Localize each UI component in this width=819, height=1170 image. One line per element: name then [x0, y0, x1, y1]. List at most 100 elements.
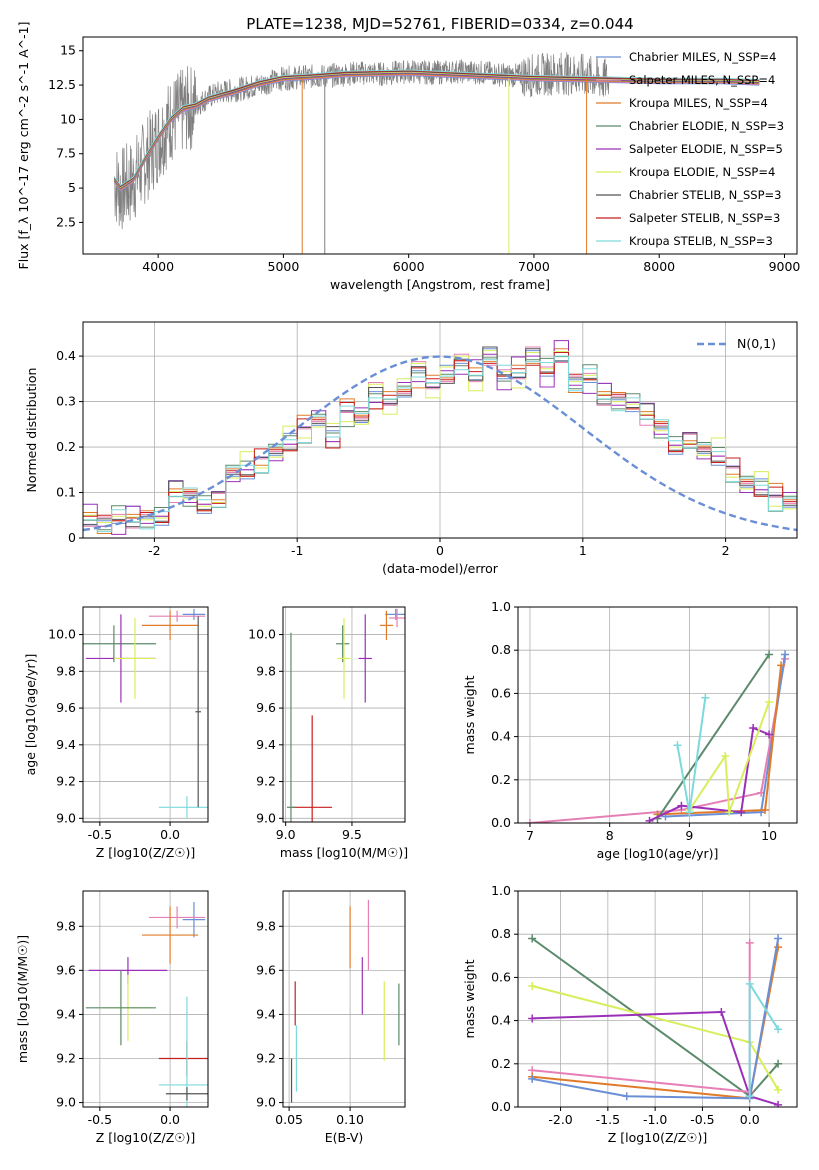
y-axis-label: mass [log10(M/M☉)]: [15, 935, 30, 1063]
y-tick-label: 0.8: [491, 642, 511, 657]
mass-weight-marker: [721, 752, 730, 761]
legend-entry: Kroupa ELODIE, N_SSP=4: [629, 165, 775, 179]
x-tick-label: 9.0: [276, 827, 296, 842]
x-tick-label: -2: [148, 543, 160, 558]
y-tick-label: 9.4: [256, 737, 276, 752]
x-axis-label: age [log10(age/yr)]: [597, 846, 719, 861]
legend-entry: Salpeter MILES, N_SSP=4: [629, 73, 775, 87]
x-tick-label: 4000: [142, 259, 174, 274]
axes-frame: [517, 606, 798, 824]
y-tick-label: 9.8: [256, 918, 276, 933]
y-tick-label: 0.0: [491, 815, 511, 830]
x-tick-label: 1: [579, 543, 587, 558]
x-tick-label: 5000: [268, 259, 300, 274]
legend-entry: Kroupa MILES, N_SSP=4: [629, 96, 768, 110]
plot-panel-4: [514, 606, 798, 827]
plot-area: [525, 650, 790, 823]
mass-weight-line: [532, 1010, 779, 1106]
mass-weight-marker: [774, 1085, 783, 1094]
y-tick-label: 2.5: [56, 214, 76, 229]
x-tick-label: 0: [436, 543, 444, 558]
mass-weight-marker: [737, 808, 746, 817]
legend-entry: Chabrier STELIB, N_SSP=3: [629, 188, 781, 202]
mass-weight-marker: [622, 1092, 631, 1101]
y-tick-label: 1.0: [491, 883, 511, 898]
mass-weight-marker: [745, 938, 754, 947]
x-tick-label: -1.0: [643, 1112, 667, 1127]
mass-weight-marker: [701, 693, 710, 702]
plot-area: [113, 52, 760, 254]
mass-weight-marker: [774, 1059, 783, 1068]
legend-entry: Salpeter STELIB, N_SSP=3: [629, 211, 780, 225]
x-tick-label: -0.5: [88, 827, 112, 842]
histogram-step: [83, 340, 797, 535]
y-tick-label: 9.0: [56, 1095, 76, 1110]
y-tick-label: 0.4: [56, 348, 76, 363]
y-tick-label: 10: [60, 111, 76, 126]
x-tick-label: -1.5: [596, 1112, 620, 1127]
mass-weight-line: [532, 938, 780, 1100]
model-spectrum-line: [113, 69, 760, 186]
x-tick-label: 9: [685, 828, 693, 843]
mass-weight-marker: [528, 982, 537, 991]
y-tick-label: 9.6: [56, 700, 76, 715]
x-tick-label: 0.05: [275, 1112, 303, 1127]
y-tick-label: 0.6: [491, 685, 511, 700]
legend-entry: Chabrier ELODIE, N_SSP=3: [629, 119, 784, 133]
plot-area: [83, 340, 797, 535]
y-tick-label: 5: [68, 180, 76, 195]
y-tick-label: 0.2: [491, 772, 511, 787]
x-tick-label: 9.5: [342, 827, 362, 842]
y-tick-label: 0.8: [491, 926, 511, 941]
x-axis-label: mass [log10(M/M☉)]: [280, 845, 408, 860]
y-tick-label: 9.2: [256, 774, 276, 789]
y-tick-label: 9.0: [256, 810, 276, 825]
mass-weight-marker: [774, 1100, 783, 1107]
axes-frame: [82, 606, 209, 823]
plot-area: [528, 934, 783, 1107]
x-tick-label: 10: [761, 828, 777, 843]
y-tick-label: 0.0: [491, 1099, 511, 1114]
y-tick-label: 9.4: [56, 1006, 76, 1021]
y-tick-label: 1.0: [491, 599, 511, 614]
y-tick-label: 9.6: [56, 962, 76, 977]
x-tick-label: 0.0: [160, 827, 180, 842]
x-tick-label: 9000: [769, 259, 801, 274]
mass-weight-marker: [717, 1007, 726, 1016]
y-tick-label: 9.8: [256, 663, 276, 678]
y-tick-label: 9.4: [256, 1006, 276, 1021]
x-tick-label: 0.10: [336, 1112, 364, 1127]
normal-curve: [83, 355, 797, 532]
mass-weight-marker: [777, 661, 786, 670]
y-tick-label: 0.6: [491, 969, 511, 984]
plot-area: [290, 899, 400, 1103]
y-tick-label: 9.2: [56, 1051, 76, 1066]
x-tick-label: 7: [526, 828, 534, 843]
mass-weight-marker: [774, 1025, 783, 1034]
legend: [596, 56, 621, 242]
y-tick-label: 15: [60, 43, 76, 58]
x-tick-label: 0.0: [740, 1112, 760, 1127]
x-tick-label: -2.0: [548, 1112, 572, 1127]
mass-weight-marker: [528, 1014, 537, 1023]
mass-weight-marker: [765, 698, 774, 707]
y-tick-label: 10.0: [248, 627, 276, 642]
x-axis-label: (data-model)/error: [382, 561, 499, 576]
mass-weight-marker: [673, 741, 682, 750]
y-axis-label: mass weight: [462, 675, 477, 754]
mass-weight-marker: [725, 808, 734, 817]
plot-panel-6: [279, 890, 406, 1111]
legend-entry: N(0,1): [737, 336, 776, 351]
x-tick-label: 7000: [518, 259, 550, 274]
y-tick-label: 7.5: [56, 146, 76, 161]
histogram-step: [83, 355, 797, 533]
y-tick-label: 0.3: [56, 394, 76, 409]
chart-title: PLATE=1238, MJD=52761, FIBERID=0334, z=0…: [246, 15, 633, 33]
mass-weight-line: [529, 658, 786, 823]
plot-panel-7: [514, 890, 798, 1111]
x-tick-label: 0.0: [160, 1112, 180, 1127]
mass-weight-marker: [685, 808, 694, 817]
y-axis-label: mass weight: [462, 959, 477, 1038]
y-tick-label: 9.6: [256, 700, 276, 715]
